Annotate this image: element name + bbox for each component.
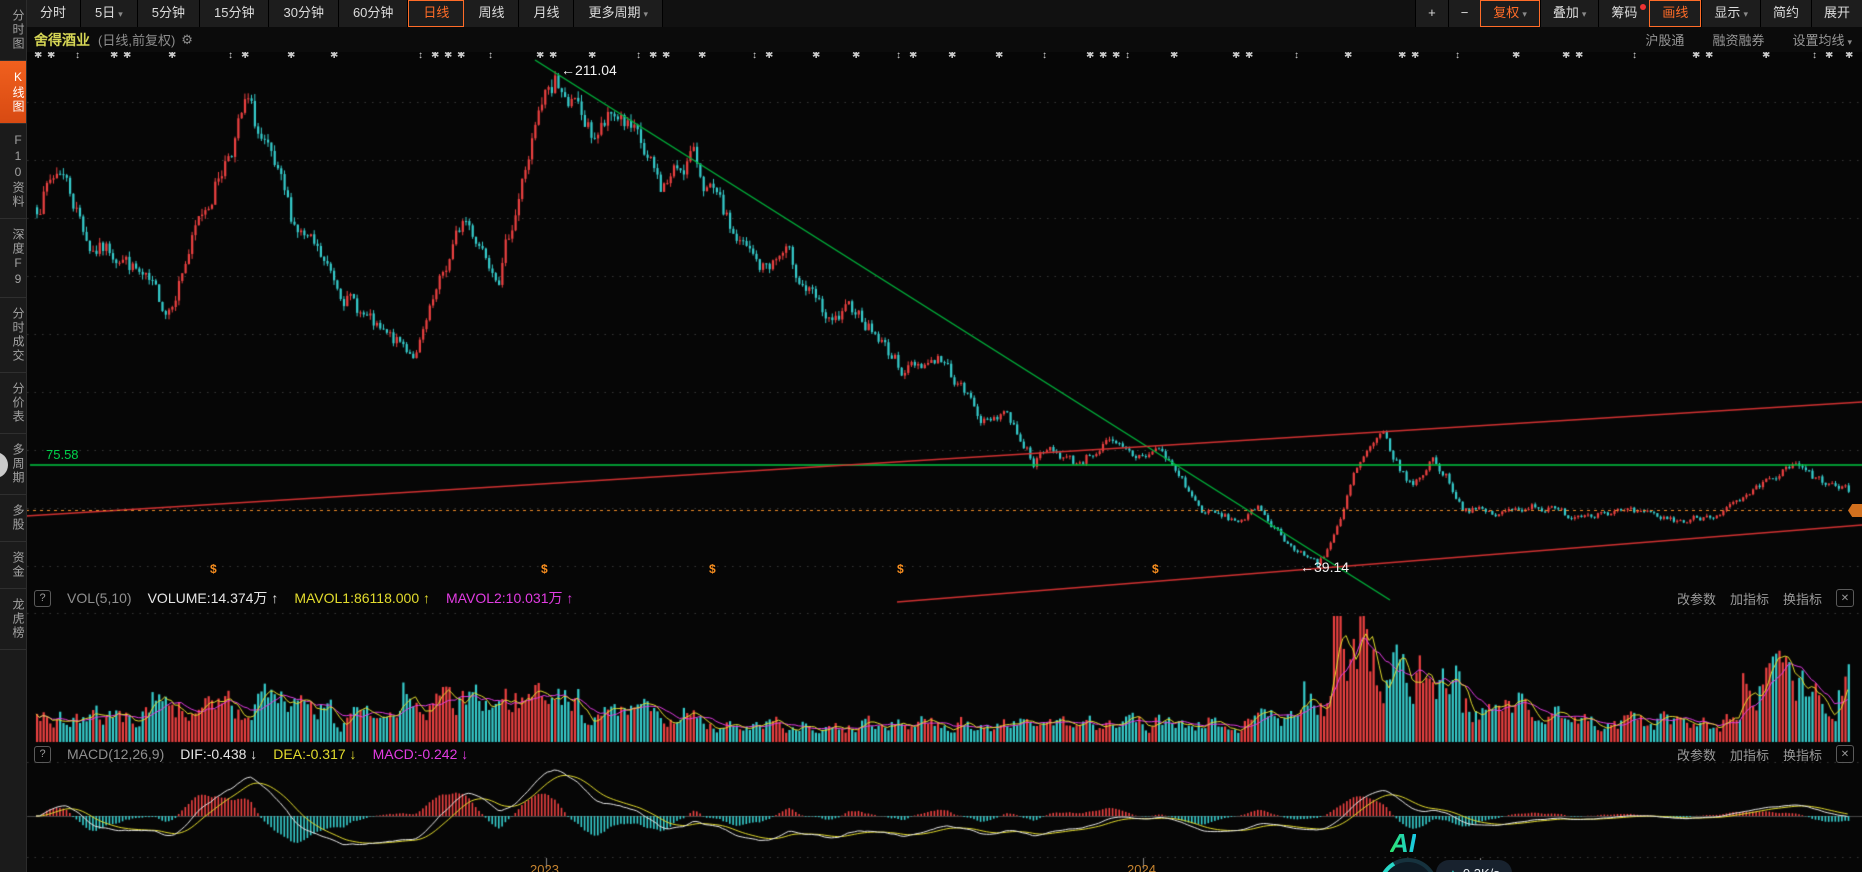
draw-line-button[interactable]: 画线 xyxy=(1649,0,1702,27)
period-daily[interactable]: 日线 xyxy=(408,0,465,27)
close-icon[interactable]: ✕ xyxy=(1836,589,1854,607)
period-monthly[interactable]: 月线 xyxy=(519,0,575,27)
sidebar-item-fenshitu[interactable]: 分时图 xyxy=(0,0,26,61)
adjust-price-button[interactable]: 复权 ▾ xyxy=(1480,0,1540,27)
change-params-link[interactable]: 改参数 xyxy=(1676,591,1716,607)
period-15min[interactable]: 15分钟 xyxy=(200,0,270,27)
add-indicator-link[interactable]: 加指标 xyxy=(1729,747,1769,763)
speed-up-icon: ▲ xyxy=(1448,868,1458,872)
margin-trading-link[interactable]: 融资融券 xyxy=(1712,33,1765,48)
hk-connect-link[interactable]: 沪股通 xyxy=(1645,33,1685,48)
sidebar-item-funds[interactable]: 资金 xyxy=(0,542,26,589)
stock-name[interactable]: 舍得酒业 xyxy=(34,31,90,48)
dif-value: DIF:-0.438 ↓ xyxy=(180,746,258,762)
zoom-in-button[interactable]: + xyxy=(1415,0,1448,27)
chevron-down-icon: ▾ xyxy=(1743,9,1748,19)
change-params-link[interactable]: 改参数 xyxy=(1676,747,1716,763)
period-weekly[interactable]: 周线 xyxy=(464,0,520,27)
left-sidebar: 分时图 K线图 F10资料 深度F9 分时成交 分价表 多周期 多股 资金 龙虎… xyxy=(0,0,27,872)
macd-panel-header: ? MACD(12,26,9) DIF:-0.438 ↓ DEA:-0.317 … xyxy=(26,741,1862,767)
add-indicator-link[interactable]: 加指标 xyxy=(1729,591,1769,607)
macd-value: MACD:-0.242 ↓ xyxy=(372,746,469,762)
drawer-handle[interactable] xyxy=(0,452,8,478)
chevron-down-icon: ▾ xyxy=(1581,9,1587,19)
chevron-down-icon: ▾ xyxy=(1522,9,1527,19)
dea-value: DEA:-0.317 ↓ xyxy=(273,746,357,762)
volume-value: VOLUME:14.374万 ↑ xyxy=(147,590,279,606)
sidebar-item-tick-trades[interactable]: 分时成交 xyxy=(0,298,26,373)
chart-controls: + − 复权 ▾ 叠加 ▾ 筹码 画线 显示 ▾ 简约 展开 xyxy=(1415,0,1862,27)
sidebar-item-dragon-tiger[interactable]: 龙虎榜 xyxy=(0,589,26,650)
ai-assistant-widget: AI 5.0 ▲ 0.3K/s xyxy=(1378,828,1538,872)
sidebar-item-multi-period[interactable]: 多周期 xyxy=(0,434,26,495)
notification-dot xyxy=(1640,4,1647,10)
switch-indicator-link[interactable]: 换指标 xyxy=(1782,591,1822,607)
gear-icon[interactable]: ⚙ xyxy=(181,31,193,47)
chevron-down-icon: ▾ xyxy=(643,9,649,19)
help-icon[interactable]: ? xyxy=(34,589,51,607)
expand-button[interactable]: 展开 xyxy=(1810,0,1862,27)
overlay-button[interactable]: 叠加 ▾ xyxy=(1539,0,1599,27)
sidebar-item-depth-f9[interactable]: 深度F9 xyxy=(0,219,26,298)
chart-mode-label: (日线,前复权) xyxy=(98,33,176,48)
period-5day[interactable]: 5日 ▾ xyxy=(81,0,138,27)
net-speed-value: 0.3K/s xyxy=(1463,866,1500,872)
macd-indicator-name: MACD(12,26,9) xyxy=(67,746,165,762)
close-icon[interactable]: ✕ xyxy=(1836,745,1854,763)
volume-panel-header: ? VOL(5,10) VOLUME:14.374万 ↑ MAVOL1:8611… xyxy=(26,585,1862,611)
vol-indicator-name: VOL(5,10) xyxy=(67,590,132,606)
zoom-out-button[interactable]: − xyxy=(1447,0,1481,27)
period-more[interactable]: 更多周期 ▾ xyxy=(574,0,664,27)
chevron-down-icon: ▾ xyxy=(1847,37,1852,47)
period-minute[interactable]: 分时 xyxy=(26,0,82,27)
sidebar-item-f10[interactable]: F10资料 xyxy=(0,124,26,219)
chips-button[interactable]: 筹码 xyxy=(1598,0,1650,27)
period-5min[interactable]: 5分钟 xyxy=(137,0,201,27)
sidebar-item-multi-stock[interactable]: 多股 xyxy=(0,495,26,542)
display-button[interactable]: 显示 ▾ xyxy=(1701,0,1760,27)
simple-mode-button[interactable]: 简约 xyxy=(1759,0,1811,27)
sidebar-item-price-table[interactable]: 分价表 xyxy=(0,373,26,434)
mavol1-value: MAVOL1:86118.000 ↑ xyxy=(294,590,431,606)
sidebar-item-kline[interactable]: K线图 xyxy=(0,61,26,124)
period-toolbar: 分时 5日 ▾ 5分钟 15分钟 30分钟 60分钟 日线 周线 月线 更多周期 ▾… xyxy=(26,0,1862,28)
ai-button[interactable]: AI xyxy=(1390,828,1416,858)
chevron-down-icon: ▾ xyxy=(118,9,123,19)
switch-indicator-link[interactable]: 换指标 xyxy=(1782,747,1822,763)
ma-settings-link[interactable]: 设置均线 ▾ xyxy=(1792,33,1852,48)
stock-info-bar: 舍得酒业 (日线,前复权) ⚙ 沪股通 融资融券 设置均线 ▾ xyxy=(26,27,1862,52)
period-buttons: 分时 5日 ▾ 5分钟 15分钟 30分钟 60分钟 日线 周线 月线 更多周期 ▾ xyxy=(26,0,664,27)
period-60min[interactable]: 60分钟 xyxy=(338,0,409,27)
network-gauge[interactable]: 5.0 xyxy=(1378,858,1438,872)
net-speed-pill[interactable]: ▲ 0.3K/s xyxy=(1436,860,1512,872)
help-icon[interactable]: ? xyxy=(34,745,51,763)
mavol2-value: MAVOL2:10.031万 ↑ xyxy=(446,590,574,606)
period-30min[interactable]: 30分钟 xyxy=(269,0,339,27)
